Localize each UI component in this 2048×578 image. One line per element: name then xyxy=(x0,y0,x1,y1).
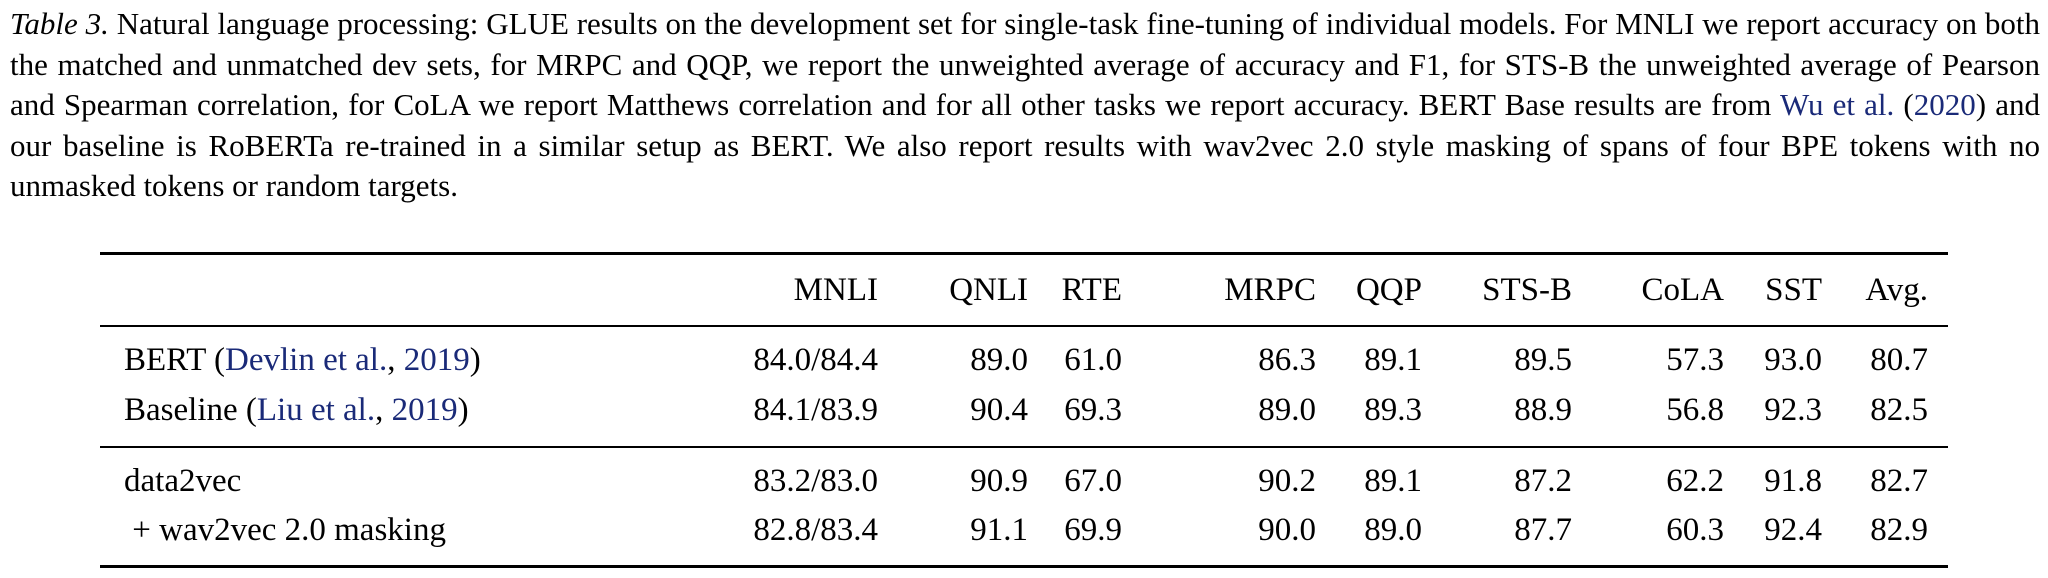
row-label-suffix: ) xyxy=(469,342,481,378)
caption-text-part2: and our baseline is RoBERTa re-trained i… xyxy=(10,87,2040,203)
cell-mnli: 84.0/84.4 xyxy=(753,342,878,378)
column-header-rte: RTE xyxy=(1061,272,1122,308)
cell-stsb: 87.7 xyxy=(1514,512,1572,548)
row-label-bert: BERT (Devlin et al., 2019) xyxy=(124,340,481,380)
cell-avg: 82.7 xyxy=(1870,463,1928,499)
cell-qqp: 89.1 xyxy=(1364,342,1422,378)
row-label-prefix: BERT ( xyxy=(124,342,225,378)
citation-devlin-year-link[interactable]: 2019 xyxy=(403,342,470,378)
cell-qqp: 89.1 xyxy=(1364,463,1422,499)
cell-mrpc: 86.3 xyxy=(1258,342,1316,378)
cell-qnli: 90.9 xyxy=(970,463,1028,499)
cell-mrpc: 90.2 xyxy=(1258,463,1316,499)
cell-avg: 82.5 xyxy=(1870,392,1928,428)
cell-cola: 62.2 xyxy=(1666,463,1724,499)
row-label-baseline: Baseline (Liu et al., 2019) xyxy=(124,390,469,430)
cell-sst: 91.8 xyxy=(1764,463,1822,499)
citation-separator: , xyxy=(375,392,392,428)
cell-cola: 60.3 xyxy=(1666,512,1724,548)
cell-rte: 67.0 xyxy=(1064,463,1122,499)
row-label-suffix: ) xyxy=(457,392,469,428)
cell-stsb: 88.9 xyxy=(1514,392,1572,428)
cell-qqp: 89.3 xyxy=(1364,392,1422,428)
cell-mrpc: 89.0 xyxy=(1258,392,1316,428)
cell-mnli: 83.2/83.0 xyxy=(753,463,878,499)
cell-sst: 93.0 xyxy=(1764,342,1822,378)
cell-mrpc: 90.0 xyxy=(1258,512,1316,548)
column-header-qnli: QNLI xyxy=(949,272,1028,308)
column-header-qqp: QQP xyxy=(1355,272,1422,308)
column-header-mrpc: MRPC xyxy=(1224,272,1316,308)
column-header-mnli: MNLI xyxy=(793,272,878,308)
cell-qnli: 91.1 xyxy=(970,512,1028,548)
cell-stsb: 87.2 xyxy=(1514,463,1572,499)
table-header-rule xyxy=(100,325,1948,327)
citation-liu-author-link[interactable]: Liu et al. xyxy=(256,392,376,428)
citation-liu-year-link[interactable]: 2019 xyxy=(391,392,458,428)
column-header-cola: CoLA xyxy=(1641,272,1725,308)
column-header-stsb: STS-B xyxy=(1482,272,1572,308)
cell-sst: 92.4 xyxy=(1764,512,1822,548)
cell-rte: 61.0 xyxy=(1064,342,1122,378)
cell-qqp: 89.0 xyxy=(1364,512,1422,548)
column-header-avg: Avg. xyxy=(1865,272,1928,308)
cell-stsb: 89.5 xyxy=(1514,342,1572,378)
citation-wu-year-link[interactable]: 2020 xyxy=(1913,87,1976,122)
citation-wu-author-link[interactable]: Wu et al. xyxy=(1779,87,1895,122)
row-label-prefix: Baseline ( xyxy=(124,392,257,428)
citation-devlin-author-link[interactable]: Devlin et al. xyxy=(225,342,388,378)
row-label-data2vec: data2vec xyxy=(124,463,242,499)
caption-label: Table 3. xyxy=(10,6,109,41)
cell-qnli: 90.4 xyxy=(970,392,1028,428)
row-label-wav2vec-masking: + wav2vec 2.0 masking xyxy=(124,512,446,548)
caption-text-part1: Natural language processing: GLUE result… xyxy=(10,6,2040,122)
cell-mnli: 84.1/83.9 xyxy=(753,392,878,428)
cell-cola: 56.8 xyxy=(1666,392,1724,428)
cell-cola: 57.3 xyxy=(1666,342,1724,378)
table-caption: Table 3. Natural language processing: GL… xyxy=(10,6,2040,203)
cell-mnli: 82.8/83.4 xyxy=(753,512,878,548)
cell-rte: 69.9 xyxy=(1064,512,1122,548)
cell-avg: 80.7 xyxy=(1870,342,1928,378)
table-bottom-rule xyxy=(100,565,1948,568)
column-header-sst: SST xyxy=(1765,272,1822,308)
cell-sst: 92.3 xyxy=(1764,392,1822,428)
citation-separator: , xyxy=(387,342,404,378)
cell-avg: 82.9 xyxy=(1870,512,1928,548)
table-section-rule xyxy=(100,446,1948,448)
cell-rte: 69.3 xyxy=(1064,392,1122,428)
cell-qnli: 89.0 xyxy=(970,342,1028,378)
table-top-rule xyxy=(100,252,1948,255)
